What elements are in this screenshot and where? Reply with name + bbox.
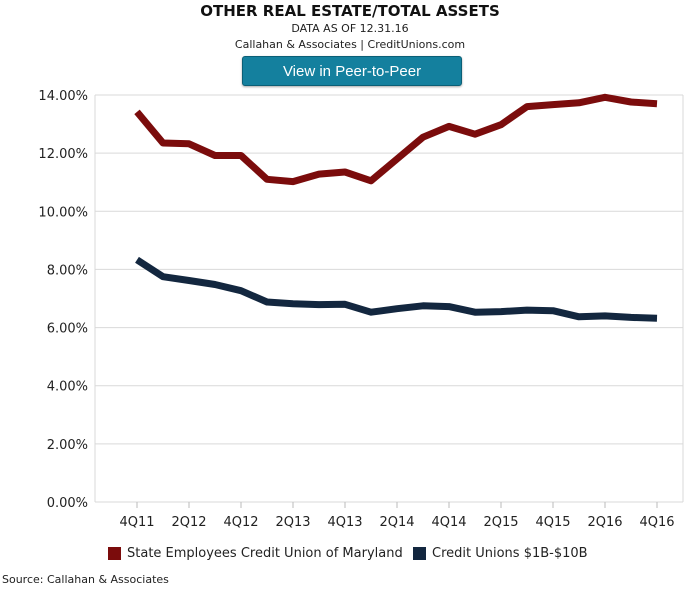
x-tick-label: 2Q14 (379, 515, 414, 530)
legend-swatch-series-1 (108, 547, 121, 560)
y-tick-label: 6.00% (47, 322, 88, 337)
chart-source-subtitle: Callahan & Associates | CreditUnions.com (234, 38, 466, 51)
x-tick-label: 2Q13 (275, 515, 310, 530)
series-line-1 (134, 93, 658, 186)
source-footnote: Source: Callahan & Associates (2, 573, 169, 586)
chart-title: OTHER REAL ESTATE/TOTAL ASSETS (200, 2, 500, 20)
chart-legend: State Employees Credit Union of Maryland… (0, 546, 700, 566)
x-tick-label: 4Q14 (431, 515, 466, 530)
series-line-2 (135, 256, 658, 322)
x-tick-label: 4Q11 (119, 515, 154, 530)
legend-label-series-2: Credit Unions $1B-$10B (432, 546, 588, 561)
x-tick-label: 2Q15 (483, 515, 518, 530)
x-tick-label: 4Q15 (535, 515, 570, 530)
x-tick-label: 4Q16 (639, 515, 674, 530)
legend-swatch-series-2 (413, 547, 426, 560)
y-tick-label: 12.00% (38, 147, 88, 162)
y-tick-label: 14.00% (38, 89, 88, 104)
x-tick-label: 2Q16 (587, 515, 622, 530)
y-tick-label: 10.00% (38, 205, 88, 220)
view-in-peer-to-peer-button[interactable]: View in Peer-to-Peer (242, 56, 462, 86)
legend-item-series-1[interactable]: State Employees Credit Union of Maryland (108, 546, 403, 561)
line-chart: 0.00% 2.00% 4.00% 6.00% 8.00% 10.00% 12.00% 14.… (38, 89, 684, 530)
x-tick-label: 2Q12 (171, 515, 206, 530)
x-tick-label: 4Q12 (223, 515, 258, 530)
y-tick-label: 2.00% (47, 438, 88, 453)
y-tick-label: 0.00% (47, 496, 88, 511)
chart-date-subtitle: DATA AS OF 12.31.16 (291, 22, 409, 35)
y-tick-label: 8.00% (47, 263, 88, 278)
y-tick-label: 4.00% (47, 380, 88, 395)
legend-item-series-2[interactable]: Credit Unions $1B-$10B (413, 546, 588, 561)
x-tick-label: 4Q13 (327, 515, 362, 530)
legend-label-series-1: State Employees Credit Union of Maryland (127, 546, 403, 561)
